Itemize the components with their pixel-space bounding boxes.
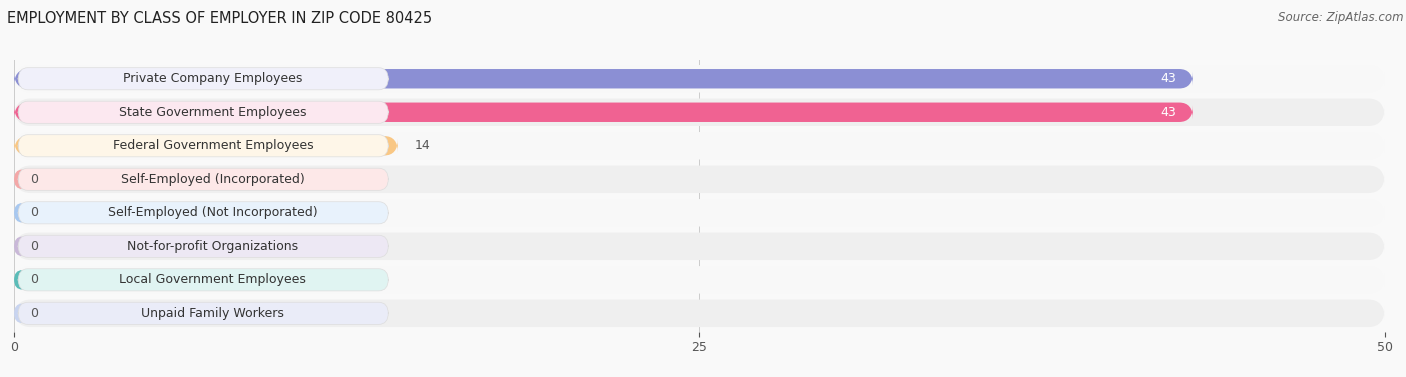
FancyBboxPatch shape: [14, 166, 1385, 193]
Text: 43: 43: [1161, 72, 1177, 85]
FancyBboxPatch shape: [14, 132, 1385, 159]
Text: Unpaid Family Workers: Unpaid Family Workers: [142, 307, 284, 320]
FancyBboxPatch shape: [14, 233, 1385, 260]
Text: Private Company Employees: Private Company Employees: [124, 72, 302, 85]
Text: 0: 0: [31, 307, 38, 320]
Text: State Government Employees: State Government Employees: [120, 106, 307, 119]
Text: Local Government Employees: Local Government Employees: [120, 273, 307, 286]
FancyBboxPatch shape: [18, 202, 388, 224]
Text: EMPLOYMENT BY CLASS OF EMPLOYER IN ZIP CODE 80425: EMPLOYMENT BY CLASS OF EMPLOYER IN ZIP C…: [7, 11, 432, 26]
FancyBboxPatch shape: [14, 65, 1385, 92]
FancyBboxPatch shape: [14, 136, 398, 155]
FancyBboxPatch shape: [14, 98, 1385, 126]
FancyBboxPatch shape: [18, 68, 388, 90]
FancyBboxPatch shape: [14, 203, 55, 222]
FancyBboxPatch shape: [14, 237, 55, 256]
FancyBboxPatch shape: [18, 135, 388, 157]
Text: Not-for-profit Organizations: Not-for-profit Organizations: [128, 240, 298, 253]
FancyBboxPatch shape: [18, 101, 388, 123]
Text: 0: 0: [31, 173, 38, 186]
Text: Source: ZipAtlas.com: Source: ZipAtlas.com: [1278, 11, 1403, 24]
FancyBboxPatch shape: [14, 103, 1192, 122]
FancyBboxPatch shape: [18, 235, 388, 257]
FancyBboxPatch shape: [14, 199, 1385, 227]
FancyBboxPatch shape: [18, 269, 388, 291]
Text: Self-Employed (Not Incorporated): Self-Employed (Not Incorporated): [108, 206, 318, 219]
FancyBboxPatch shape: [14, 270, 55, 290]
FancyBboxPatch shape: [14, 69, 1192, 89]
FancyBboxPatch shape: [14, 300, 1385, 327]
Text: 14: 14: [415, 139, 430, 152]
Text: 0: 0: [31, 273, 38, 286]
FancyBboxPatch shape: [14, 170, 55, 189]
Text: 0: 0: [31, 206, 38, 219]
FancyBboxPatch shape: [18, 302, 388, 324]
Text: 43: 43: [1161, 106, 1177, 119]
Text: Federal Government Employees: Federal Government Employees: [112, 139, 314, 152]
FancyBboxPatch shape: [14, 266, 1385, 294]
Text: Self-Employed (Incorporated): Self-Employed (Incorporated): [121, 173, 305, 186]
FancyBboxPatch shape: [18, 168, 388, 190]
Text: 0: 0: [31, 240, 38, 253]
FancyBboxPatch shape: [14, 303, 55, 323]
